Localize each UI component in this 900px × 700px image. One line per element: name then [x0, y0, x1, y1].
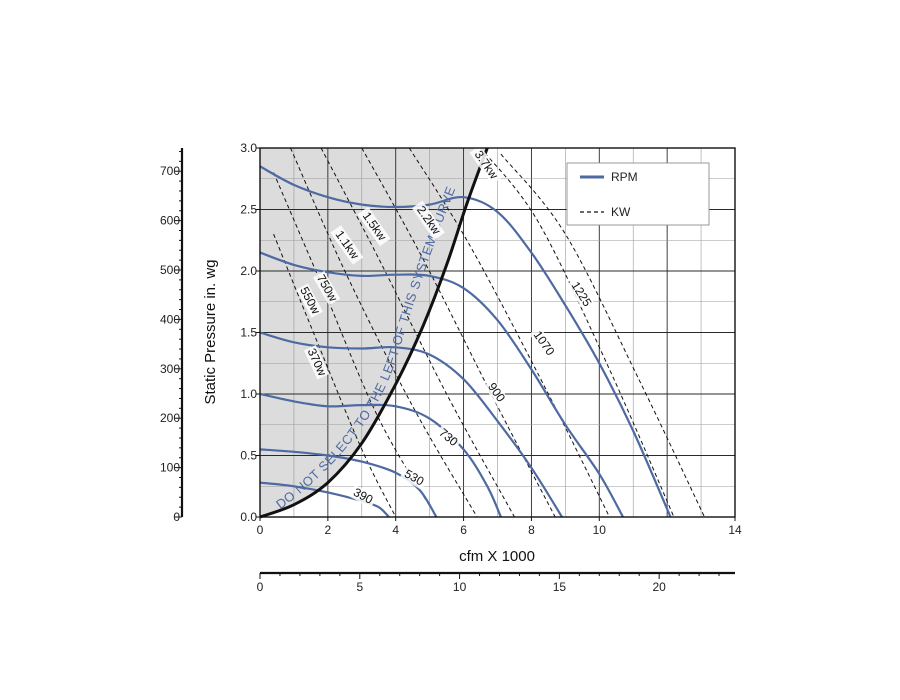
kw-curve [408, 148, 610, 517]
curve-label-bg [303, 344, 330, 380]
secondary-x-tick-label: 20 [652, 580, 666, 594]
curve-label-bg [483, 378, 509, 407]
curve-label-group: 1070 [529, 326, 559, 361]
curve-label-bg [567, 277, 596, 312]
secondary-x-tick-label: 10 [453, 580, 467, 594]
kw-curve [500, 153, 705, 517]
curve-label-bg [313, 271, 341, 306]
legend-kw-label: KW [611, 205, 631, 219]
y-tick-label: 0.5 [240, 449, 257, 463]
legend-box [566, 162, 710, 226]
kw-curve [290, 148, 478, 517]
y-tick-label: 2.0 [240, 264, 257, 278]
secondary-y-tick-label: 700 [160, 164, 180, 178]
curve-label-bg [330, 225, 364, 265]
axes: 0 2 4 6 8 10 140.00.51.01.52.02.53.00100200300… [160, 141, 742, 594]
x-tick-label: 8 [528, 523, 535, 537]
rpm-curve-1070 [260, 251, 624, 517]
secondary-y-tick-label: 400 [160, 312, 180, 326]
x-tick-label: 14 [728, 523, 742, 537]
kw-curve [273, 233, 397, 517]
curve-label-bg [529, 326, 559, 361]
x-tick-label: 2 [325, 523, 332, 537]
curve-label-group: 900 [483, 378, 509, 407]
secondary-y-tick-label: 300 [160, 362, 180, 376]
rpm-curve-530 [260, 448, 438, 517]
legend-rpm-label: RPM [611, 170, 638, 184]
x-tick-label: 10 [593, 523, 607, 537]
kw-curve [480, 148, 675, 517]
rpm-curve-390 [260, 481, 390, 517]
curve-label-bg [411, 200, 445, 241]
secondary-y-tick-label: 600 [160, 214, 180, 228]
x-tick-label: 6 [460, 523, 467, 537]
rpm-curve-730 [260, 392, 502, 517]
secondary-y-tick-label: 500 [160, 263, 180, 277]
secondary-x-tick-label: 15 [553, 580, 567, 594]
secondary-x-tick-label: 5 [356, 580, 363, 594]
y-tick-label: 0.0 [240, 510, 257, 524]
curve-label-bg [434, 424, 462, 451]
secondary-y-tick-label: 200 [160, 411, 180, 425]
secondary-y-tick-label: 100 [160, 461, 180, 475]
curve-label-bg [296, 283, 323, 318]
legend: RPM KW [566, 162, 710, 226]
curve-label-bg [348, 484, 378, 509]
x-tick-label: 4 [392, 523, 399, 537]
curve-label-bg [399, 466, 429, 490]
curve-label-bg [469, 145, 503, 185]
curve-label-group: 730 [434, 424, 462, 451]
y-tick-label: 2.5 [240, 203, 257, 217]
secondary-x-tick-label: 0 [257, 580, 264, 594]
system-curve [259, 147, 489, 519]
y-tick-label: 1.0 [240, 387, 257, 401]
curve-label-bg [357, 206, 391, 247]
kw-curve [320, 148, 515, 517]
y-axis-title: Static Pressure in. wg [202, 259, 219, 404]
x-axis-title: cfm X 1000 [459, 548, 535, 565]
secondary-y-tick-label: 0 [173, 510, 180, 524]
x-tick-label: 0 [257, 523, 264, 537]
y-tick-label: 3.0 [240, 141, 257, 155]
y-tick-label: 1.5 [240, 326, 257, 340]
